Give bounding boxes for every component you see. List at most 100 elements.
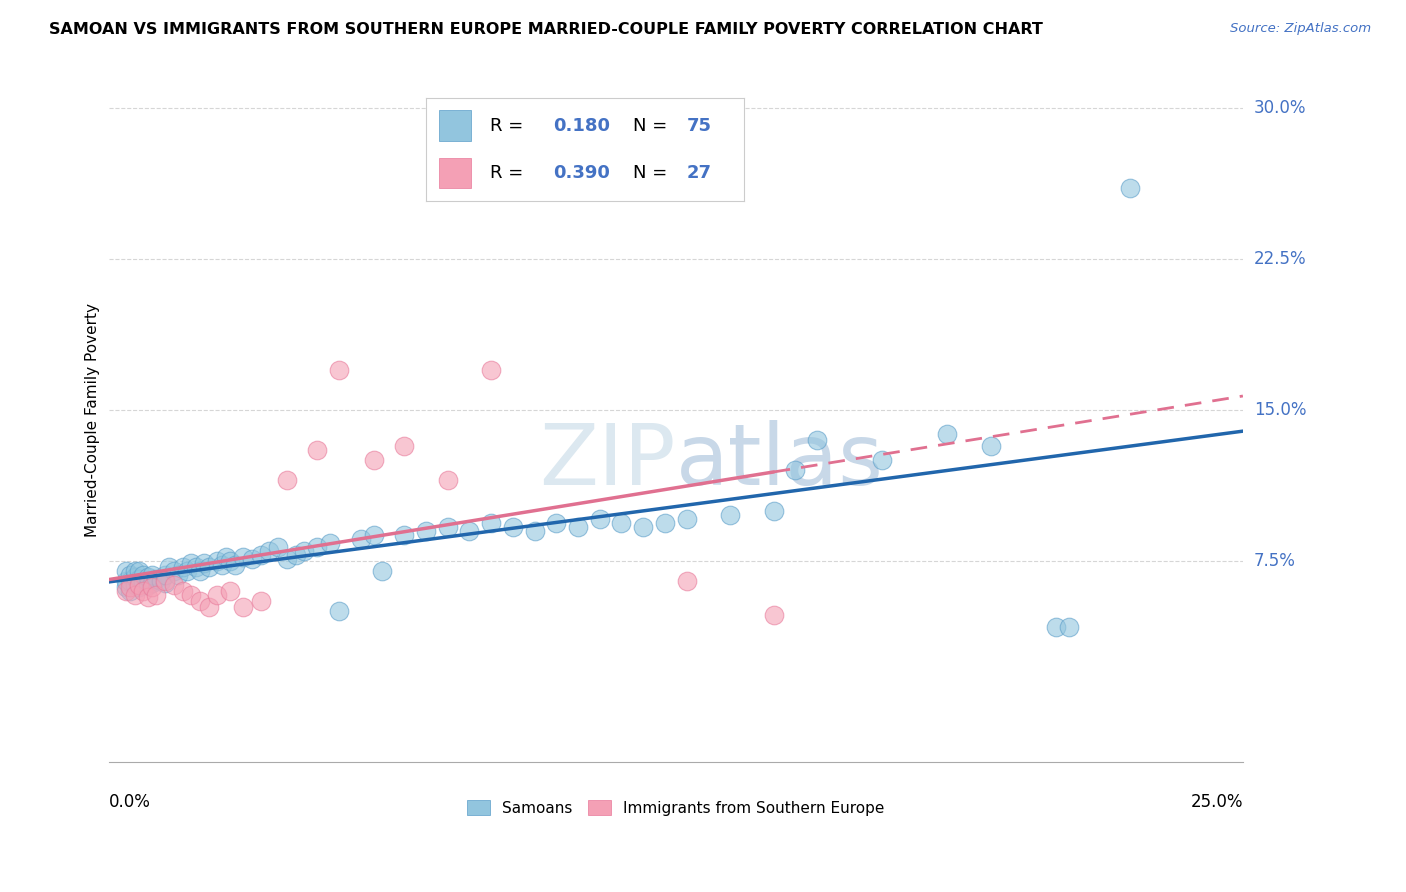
Point xyxy=(176,564,198,578)
Point xyxy=(328,362,350,376)
Point xyxy=(1119,181,1142,195)
Point xyxy=(172,584,194,599)
Point xyxy=(936,427,959,442)
Point xyxy=(675,511,697,525)
Point xyxy=(219,554,242,568)
Point xyxy=(172,560,194,574)
Point xyxy=(120,580,142,594)
Point xyxy=(188,564,211,578)
Point xyxy=(319,536,342,550)
Point xyxy=(546,516,568,530)
Point xyxy=(328,604,350,618)
Point xyxy=(249,594,271,608)
Point xyxy=(115,564,138,578)
Point xyxy=(479,516,502,530)
Point xyxy=(232,549,254,564)
Point xyxy=(806,433,828,447)
Text: 15.0%: 15.0% xyxy=(1254,401,1306,419)
Point xyxy=(224,558,246,572)
Legend: Samoans, Immigrants from Southern Europe: Samoans, Immigrants from Southern Europe xyxy=(460,792,891,823)
Point xyxy=(188,594,211,608)
Point xyxy=(167,568,190,582)
Point xyxy=(115,574,138,588)
Point xyxy=(124,570,146,584)
Point xyxy=(124,564,146,578)
Text: 7.5%: 7.5% xyxy=(1254,552,1296,570)
Point xyxy=(153,568,176,582)
Text: 22.5%: 22.5% xyxy=(1254,250,1306,268)
Text: Source: ZipAtlas.com: Source: ZipAtlas.com xyxy=(1230,22,1371,36)
Point xyxy=(128,580,150,594)
Point xyxy=(785,463,807,477)
Point xyxy=(163,578,186,592)
Point xyxy=(292,544,315,558)
Point xyxy=(870,453,893,467)
Text: atlas: atlas xyxy=(676,419,884,502)
Point xyxy=(502,519,524,533)
Point xyxy=(276,552,298,566)
Y-axis label: Married-Couple Family Poverty: Married-Couple Family Poverty xyxy=(86,303,100,537)
Point xyxy=(145,572,167,586)
Text: 25.0%: 25.0% xyxy=(1191,793,1243,811)
Point xyxy=(654,516,676,530)
Point xyxy=(267,540,290,554)
Point xyxy=(232,600,254,615)
Point xyxy=(120,584,142,599)
Point xyxy=(240,552,263,566)
Point xyxy=(436,519,458,533)
Point xyxy=(762,608,785,623)
Point xyxy=(145,588,167,602)
Point xyxy=(215,549,238,564)
Text: 30.0%: 30.0% xyxy=(1254,99,1306,117)
Point xyxy=(249,548,271,562)
Point xyxy=(141,576,163,591)
Point xyxy=(115,584,138,599)
Point xyxy=(132,584,155,599)
Point xyxy=(718,508,741,522)
Text: ZIP: ZIP xyxy=(540,419,676,502)
Point xyxy=(153,574,176,588)
Point xyxy=(136,591,159,605)
Point xyxy=(128,578,150,592)
Point xyxy=(124,578,146,592)
Point xyxy=(589,511,612,525)
Point xyxy=(132,576,155,591)
Text: SAMOAN VS IMMIGRANTS FROM SOUTHERN EUROPE MARRIED-COUPLE FAMILY POVERTY CORRELAT: SAMOAN VS IMMIGRANTS FROM SOUTHERN EUROP… xyxy=(49,22,1043,37)
Point xyxy=(307,540,329,554)
Point xyxy=(120,568,142,582)
Point xyxy=(124,588,146,602)
Point xyxy=(392,528,415,542)
Point xyxy=(1057,620,1080,634)
Point xyxy=(567,519,589,533)
Point xyxy=(193,556,215,570)
Point xyxy=(136,578,159,592)
Point xyxy=(184,560,207,574)
Point xyxy=(307,443,329,458)
Point xyxy=(128,564,150,578)
Point xyxy=(136,570,159,584)
Point xyxy=(207,554,229,568)
Point xyxy=(415,524,437,538)
Point xyxy=(153,576,176,591)
Text: 0.0%: 0.0% xyxy=(108,793,150,811)
Point xyxy=(197,560,219,574)
Point xyxy=(276,474,298,488)
Point xyxy=(363,453,385,467)
Point xyxy=(523,524,546,538)
Point xyxy=(284,548,307,562)
Point xyxy=(128,572,150,586)
Point xyxy=(159,560,181,574)
Point xyxy=(610,516,633,530)
Point xyxy=(363,528,385,542)
Point xyxy=(163,564,186,578)
Point xyxy=(980,439,1002,453)
Point xyxy=(1045,620,1067,634)
Point xyxy=(392,439,415,453)
Point xyxy=(180,556,202,570)
Point xyxy=(675,574,697,588)
Point xyxy=(350,532,373,546)
Point xyxy=(211,558,233,572)
Point xyxy=(479,362,502,376)
Point xyxy=(141,580,163,594)
Point xyxy=(180,588,202,602)
